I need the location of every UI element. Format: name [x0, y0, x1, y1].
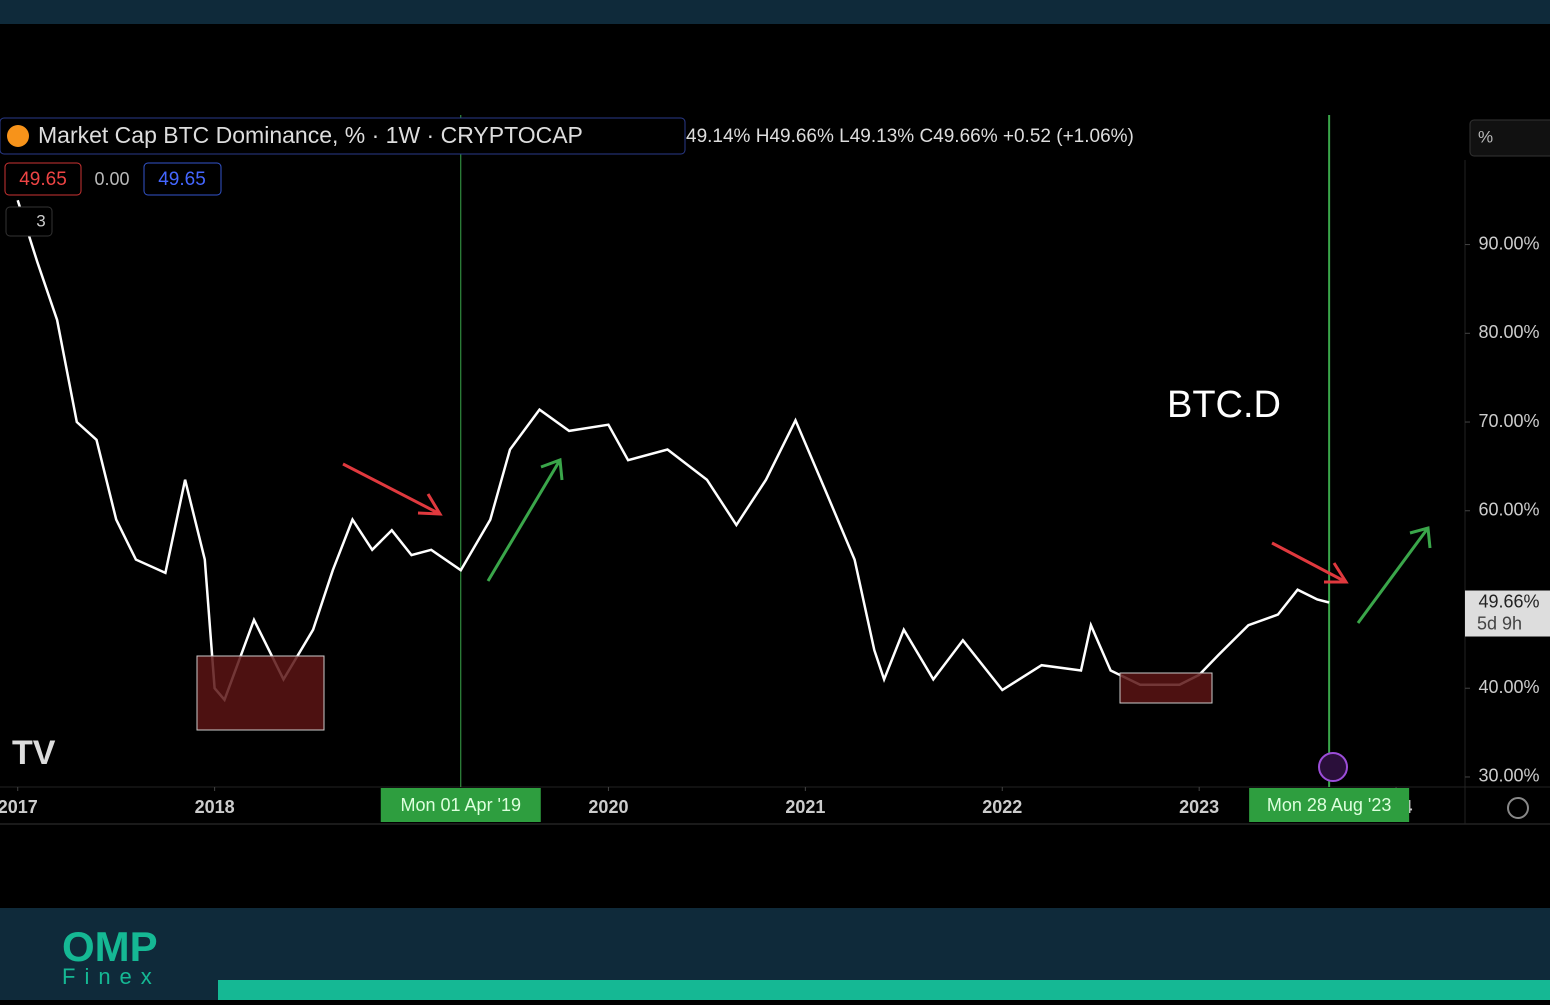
- arrow: [1271, 541, 1349, 584]
- plot: [16, 115, 1470, 791]
- price-line: [16, 199, 1330, 703]
- x-tick-label: 2018: [195, 797, 235, 817]
- x-tick-label: 2021: [785, 797, 825, 817]
- y-tick-label: 40.00%: [1478, 677, 1539, 697]
- crosshair-label: Mon 01 Apr '19: [401, 795, 522, 815]
- brand-sub: Finex: [62, 964, 161, 989]
- crosshair-label-bg: [1249, 788, 1410, 822]
- arrow: [486, 457, 564, 582]
- brand-name: OMP: [62, 923, 158, 970]
- indicators-toggle[interactable]: [5, 206, 53, 237]
- x-tick-label: 2023: [1179, 797, 1219, 817]
- x-tick-label: 2020: [588, 797, 628, 817]
- last-price: 49.66%: [1478, 591, 1539, 611]
- y-tick-label: 30.00%: [1478, 766, 1539, 786]
- settings-icon[interactable]: [1507, 797, 1529, 819]
- coin-icon: [7, 125, 29, 147]
- event-icon[interactable]: [1318, 752, 1348, 782]
- ohlc: 49.14% H49.66% L49.13% C49.66% +0.52 (+1…: [686, 126, 1134, 147]
- top-bar: [0, 0, 1550, 24]
- tv-logo: TV: [12, 734, 56, 772]
- scale-mode-label: %: [1478, 127, 1493, 146]
- x-tick-label: 2022: [982, 797, 1022, 817]
- scale-mode[interactable]: [1469, 119, 1550, 157]
- crosshair-label-bg: [380, 788, 541, 822]
- last-price-box: [1465, 590, 1550, 637]
- ask: 49.65: [158, 169, 206, 190]
- highlight-box: [196, 655, 325, 731]
- y-tick-label: 70.00%: [1478, 411, 1539, 431]
- y-tick-label: 60.00%: [1478, 500, 1539, 520]
- crosshair-label: Mon 28 Aug '23: [1267, 795, 1392, 815]
- spread: 0.00: [94, 169, 129, 189]
- annotation: BTC.D: [1167, 384, 1281, 426]
- arrow: [342, 462, 443, 516]
- highlight-box: [1119, 672, 1213, 704]
- countdown: 5d 9h: [1477, 613, 1522, 633]
- footer-accent: [218, 980, 1550, 1000]
- y-tick-label: 90.00%: [1478, 233, 1539, 253]
- legend-box: [0, 117, 686, 155]
- ask-box[interactable]: [143, 162, 222, 196]
- y-tick-label: 80.00%: [1478, 322, 1539, 342]
- bid: 49.65: [19, 169, 67, 190]
- bid-box[interactable]: [4, 162, 82, 196]
- indicator-count: 3: [36, 211, 45, 230]
- arrow: [1356, 526, 1432, 624]
- symbol-title: Market Cap BTC Dominance, % · 1W · CRYPT…: [38, 122, 583, 148]
- x-tick-label: 2017: [0, 797, 38, 817]
- arrows: [342, 457, 1432, 624]
